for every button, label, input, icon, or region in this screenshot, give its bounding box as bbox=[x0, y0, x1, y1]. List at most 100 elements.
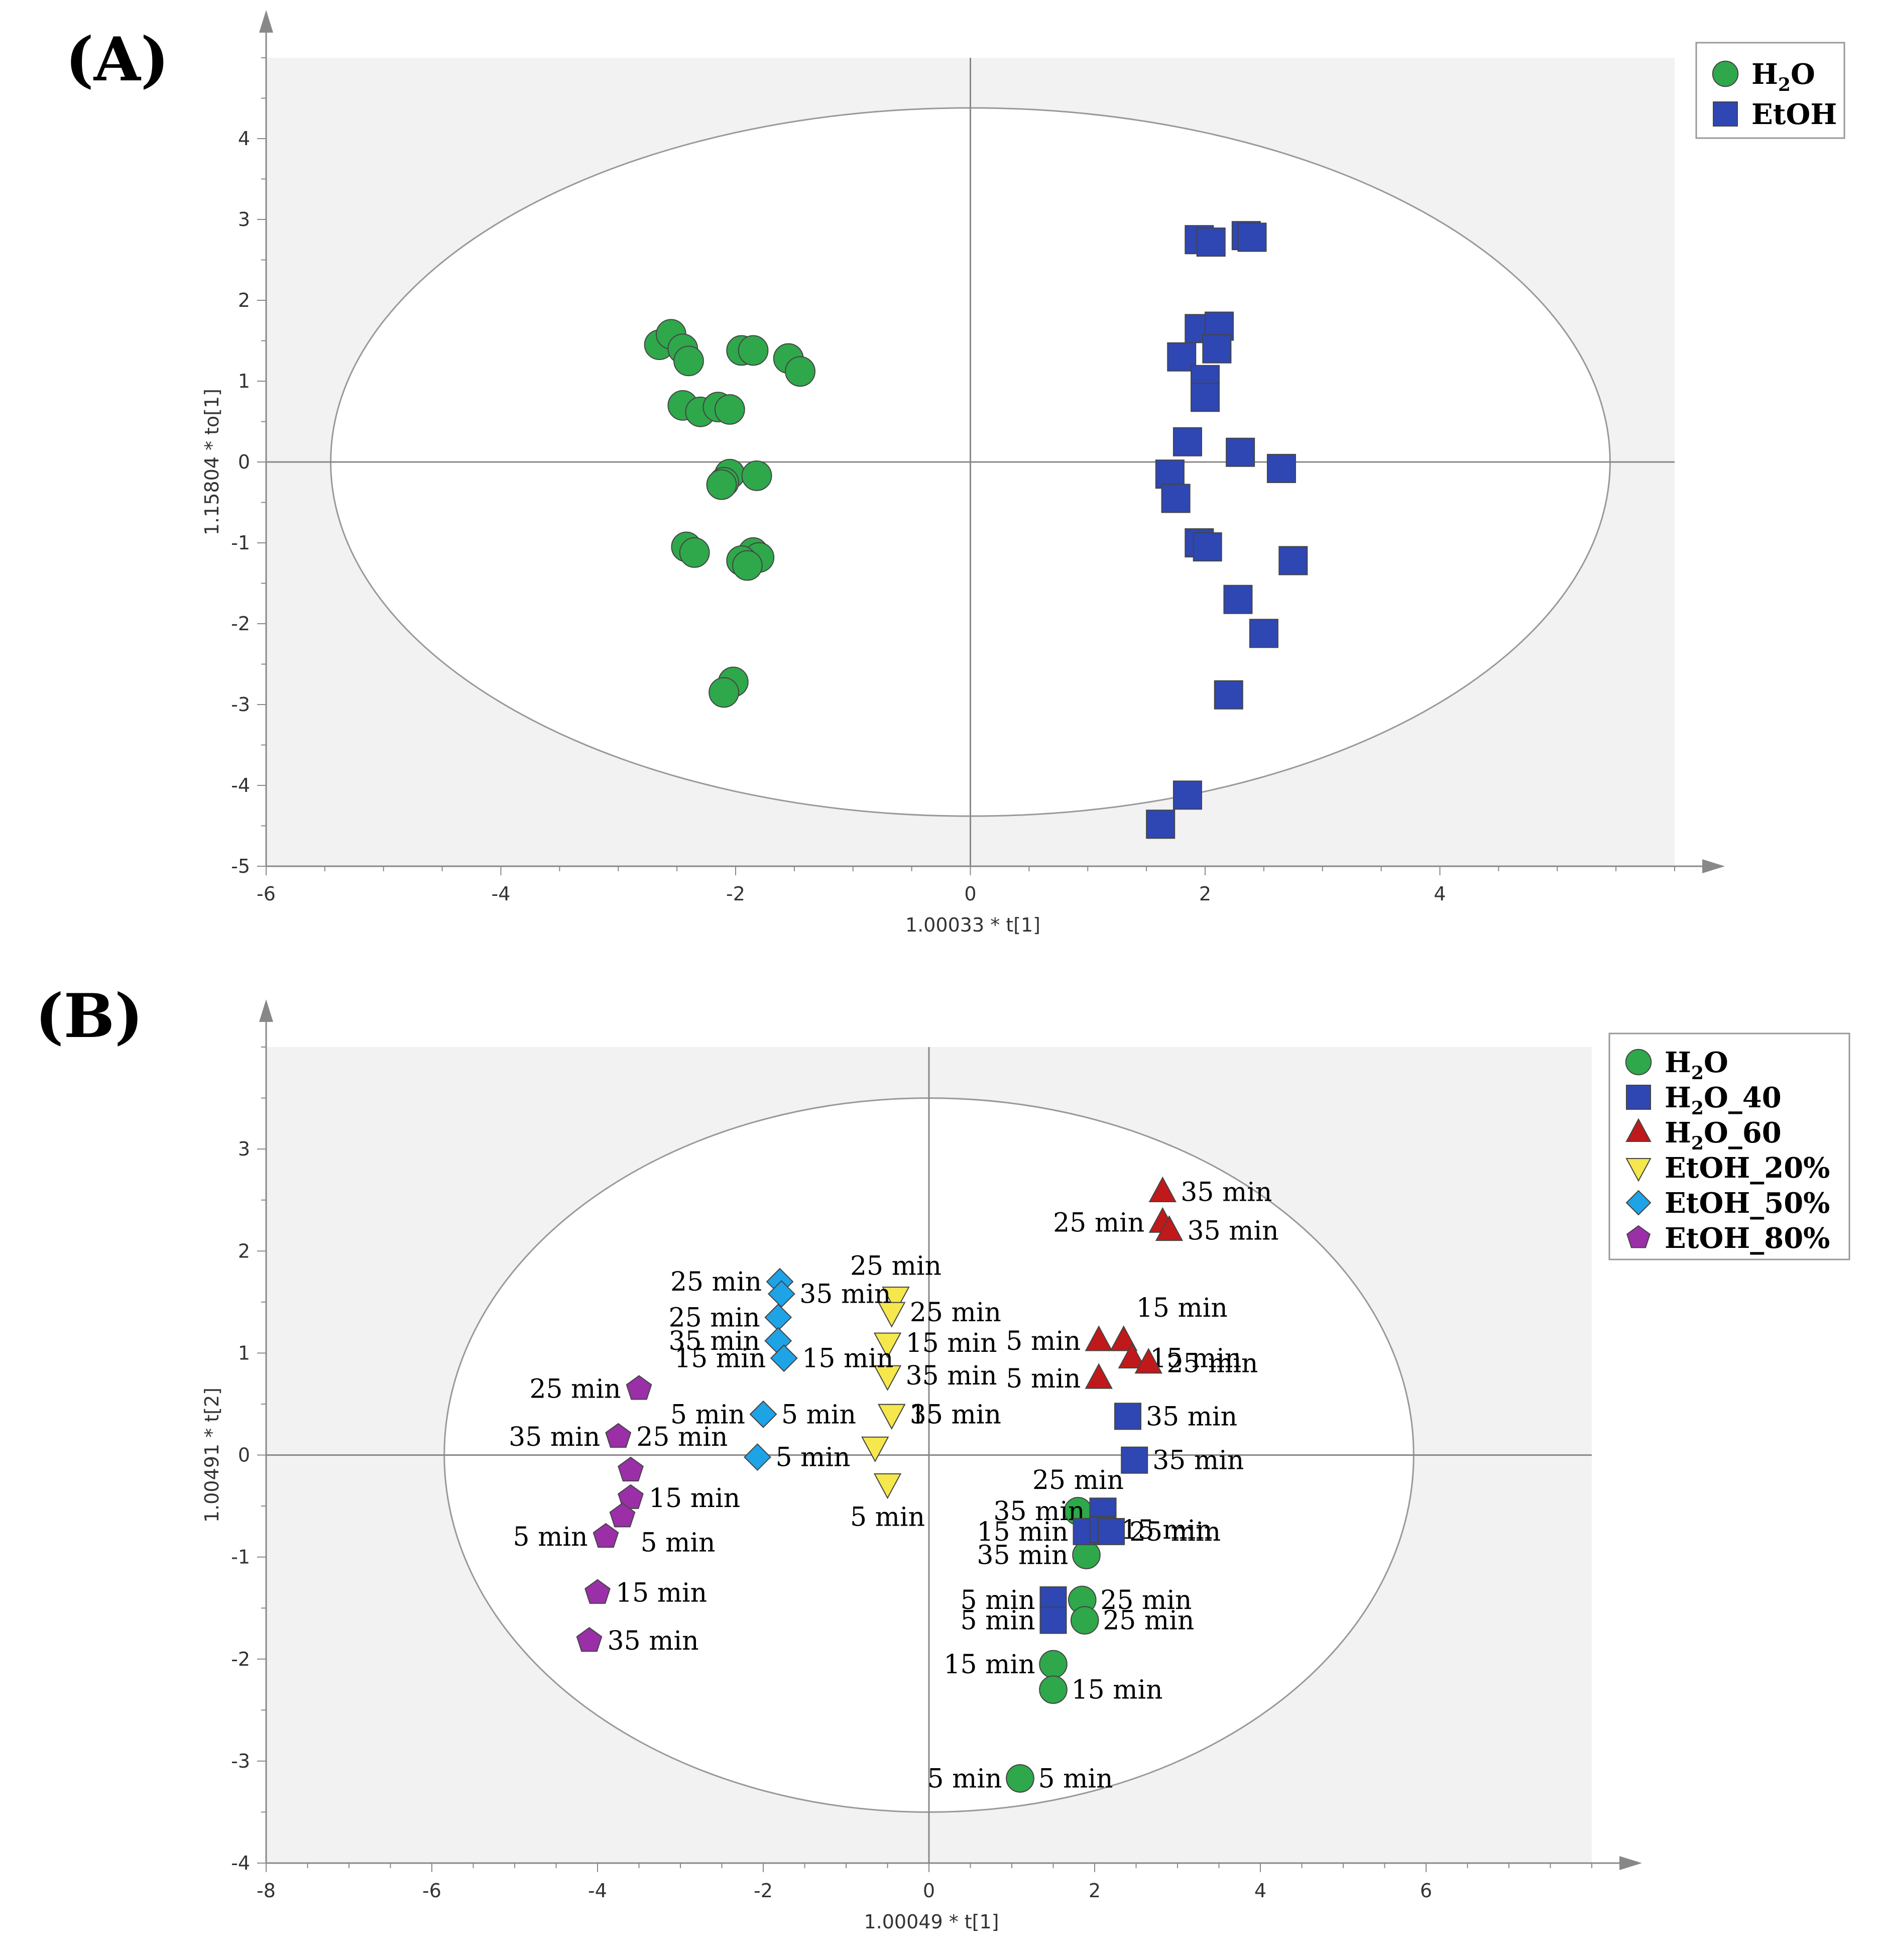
data-label: 35 min bbox=[1181, 1177, 1272, 1207]
data-point bbox=[1223, 585, 1253, 614]
data-label: 25 min bbox=[670, 1267, 762, 1297]
legend-marker bbox=[1626, 1085, 1651, 1110]
data-point bbox=[1072, 1541, 1101, 1569]
data-point bbox=[1039, 1675, 1068, 1704]
data-label: 35 min bbox=[910, 1400, 1001, 1430]
data-label: 35 min bbox=[1146, 1402, 1237, 1432]
data-point bbox=[738, 335, 769, 366]
y-axis-title: 1.15804 * to[1] bbox=[201, 389, 223, 535]
data-point bbox=[749, 1400, 777, 1428]
data-label: 25 min bbox=[1032, 1465, 1124, 1495]
data-point bbox=[744, 1443, 771, 1471]
data-point bbox=[1121, 1446, 1148, 1474]
data-label: 25 min bbox=[850, 1251, 942, 1282]
x-axis-arrow bbox=[1619, 1856, 1642, 1870]
data-label: 5 min bbox=[1038, 1764, 1113, 1794]
legend-marker bbox=[1625, 1118, 1652, 1142]
x-axis-title: 1.00033 * t[1] bbox=[905, 914, 1040, 936]
data-label: 15 min bbox=[1072, 1675, 1163, 1705]
data-point bbox=[618, 1484, 644, 1509]
data-point bbox=[706, 469, 737, 500]
legend-marker bbox=[1713, 101, 1738, 127]
data-label: 25 min bbox=[636, 1422, 728, 1452]
data-point bbox=[785, 356, 815, 387]
data-point bbox=[1278, 546, 1308, 575]
data-point bbox=[679, 537, 710, 568]
data-point bbox=[1006, 1764, 1034, 1793]
data-point bbox=[1193, 532, 1222, 562]
y-axis-title: 1.00491 * t[2] bbox=[201, 1388, 223, 1523]
data-point bbox=[1226, 437, 1255, 467]
legend-label: EtOH bbox=[1751, 98, 1837, 131]
data-point bbox=[1237, 222, 1267, 252]
data-point bbox=[673, 345, 704, 377]
legend-box bbox=[1608, 1032, 1850, 1260]
data-point bbox=[770, 1344, 798, 1372]
data-label: 5 min bbox=[1006, 1326, 1081, 1356]
y-tick-label: 1 bbox=[238, 1342, 250, 1364]
data-label: 35 min bbox=[799, 1280, 891, 1310]
data-point bbox=[1172, 780, 1202, 810]
data-point bbox=[1148, 1176, 1177, 1202]
legend-marker bbox=[1626, 1225, 1651, 1248]
data-point bbox=[1146, 810, 1176, 839]
data-label: 15 min bbox=[1136, 1293, 1228, 1323]
y-tick-label: -2 bbox=[231, 1648, 250, 1670]
data-point bbox=[1214, 680, 1243, 710]
series-etoh-80: 25 min 35 min 25 min 15 min 5 min 5 min 15 min… bbox=[509, 1374, 740, 1656]
x-tick-label: -2 bbox=[726, 883, 745, 905]
panel-a: (A) -6 -4 -2 0 2 4 -5 -4 -3 -2 -1 0 1 2 3 4 1.00033 * t[… bbox=[65, 10, 1845, 936]
data-label: 15 min bbox=[674, 1344, 766, 1374]
x-tick-label: -6 bbox=[257, 883, 276, 905]
y-tick-label: 4 bbox=[238, 128, 250, 150]
data-point bbox=[1134, 1347, 1162, 1374]
data-point bbox=[1155, 459, 1185, 489]
data-label: 25 min bbox=[1166, 1349, 1258, 1379]
x-axis-arrow bbox=[1702, 859, 1725, 873]
x-tick-label: 0 bbox=[923, 1880, 935, 1902]
data-point bbox=[878, 1302, 906, 1328]
panel-b-label: (B) bbox=[35, 981, 143, 1052]
data-point bbox=[732, 550, 763, 581]
x-tick-label: -4 bbox=[492, 883, 511, 905]
data-point bbox=[1118, 1342, 1146, 1369]
data-point bbox=[1039, 1650, 1068, 1679]
panel-b: (B) -8 -6 -4 -2 0 2 4 6 -4 -3 -2 -1 0 1 2 3 1.00049 * t[… bbox=[35, 981, 1850, 1933]
data-label: 35 min bbox=[1152, 1446, 1244, 1476]
panel-a-plot: -6 -4 -2 0 2 4 -5 -4 -3 -2 -1 0 1 2 3 4 1.00033 * t[1] 1.… bbox=[201, 10, 1725, 936]
data-point bbox=[584, 1579, 611, 1604]
x-tick-label: 6 bbox=[1420, 1880, 1432, 1902]
legend-marker bbox=[1625, 1049, 1652, 1076]
y-tick-label: -5 bbox=[231, 855, 250, 877]
data-label: 5 min bbox=[960, 1606, 1035, 1636]
data-label: 35 min bbox=[608, 1626, 699, 1656]
data-label: 5 min bbox=[641, 1528, 716, 1558]
data-point bbox=[1110, 1325, 1138, 1351]
data-point bbox=[1114, 1403, 1141, 1430]
legend-label: EtOH_50% bbox=[1665, 1187, 1830, 1220]
data-point bbox=[1266, 453, 1296, 483]
legend-label: H2O bbox=[1751, 58, 1815, 95]
data-point bbox=[1070, 1606, 1099, 1635]
legend-marker bbox=[1625, 1158, 1652, 1182]
data-label: 15 min bbox=[944, 1650, 1035, 1680]
data-label: 5 min bbox=[960, 1585, 1035, 1616]
data-label: 15 min bbox=[910, 1400, 1001, 1430]
data-label: 35 min bbox=[669, 1326, 760, 1356]
y-tick-label: -4 bbox=[231, 1852, 250, 1874]
legend-label: H2O bbox=[1665, 1046, 1728, 1084]
data-point bbox=[741, 460, 772, 491]
data-label: 25 min bbox=[1053, 1208, 1144, 1238]
x-axis-title: 1.00049 * t[1] bbox=[864, 1911, 999, 1933]
data-point bbox=[709, 677, 740, 708]
data-label: 15 min bbox=[649, 1483, 740, 1514]
legend-marker bbox=[1712, 60, 1739, 87]
x-tick-label: -8 bbox=[257, 1880, 276, 1902]
x-tick-label: 0 bbox=[964, 883, 976, 905]
legend-item-etoh: EtOH bbox=[1713, 98, 1837, 131]
panel-a-label: (A) bbox=[65, 24, 169, 95]
legend-item-h2o-60: H2O_60 bbox=[1625, 1116, 1782, 1154]
